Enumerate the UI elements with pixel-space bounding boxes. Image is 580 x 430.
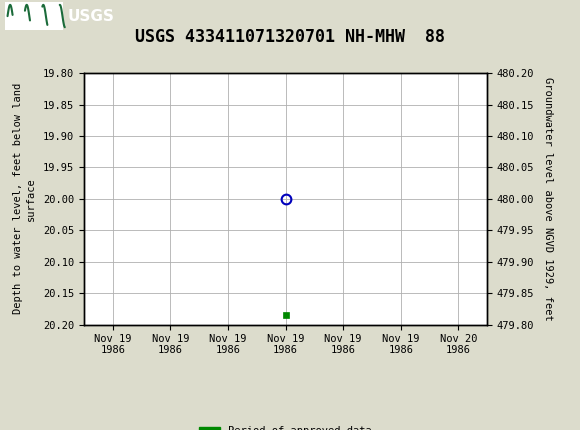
Text: USGS 433411071320701 NH-MHW  88: USGS 433411071320701 NH-MHW 88 bbox=[135, 28, 445, 46]
Y-axis label: Groundwater level above NGVD 1929, feet: Groundwater level above NGVD 1929, feet bbox=[543, 77, 553, 321]
Legend: Period of approved data: Period of approved data bbox=[195, 422, 376, 430]
Text: USGS: USGS bbox=[67, 9, 114, 24]
Y-axis label: Depth to water level, feet below land
surface: Depth to water level, feet below land su… bbox=[13, 83, 36, 314]
Bar bbox=[5, 2, 63, 30]
